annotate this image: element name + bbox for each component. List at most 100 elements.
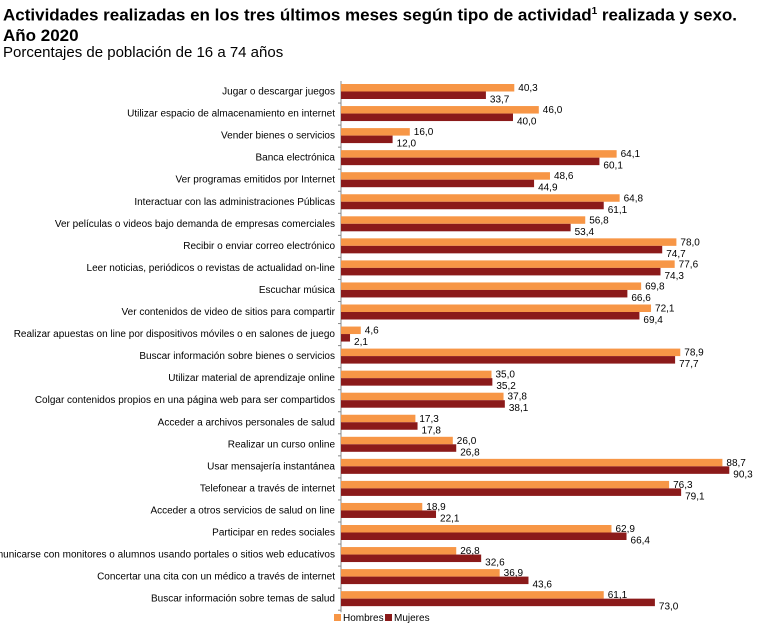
category-label: Utilizar espacio de almacenamiento en in… — [127, 109, 335, 120]
category-label: Escuchar música — [259, 285, 336, 296]
legend-swatch-mujeres — [385, 614, 392, 621]
category-label: Acceder a otros servicios de salud on li… — [150, 505, 335, 516]
data-label-hombres: 56,8 — [589, 215, 609, 226]
data-label-mujeres: 69,4 — [643, 315, 663, 326]
bar-hombres — [341, 128, 410, 136]
bar-hombres — [341, 547, 457, 555]
chart-title-rest: realizada y sexo. Año 2020 — [3, 5, 738, 45]
data-label-mujeres: 26,8 — [460, 447, 480, 458]
data-label-mujeres: 77,7 — [679, 359, 699, 370]
bar-mujeres — [341, 576, 529, 585]
data-label-hombres: 17,3 — [419, 414, 439, 425]
bar-hombres — [341, 150, 617, 158]
bar-mujeres — [341, 267, 661, 276]
data-label-mujeres: 66,4 — [631, 536, 651, 547]
category-label: Realizar un curso online — [228, 439, 336, 450]
data-label-hombres: 36,9 — [504, 568, 524, 579]
category-label: Acceder a archivos personales de salud — [158, 417, 335, 428]
category-label: Colgar contenidos propios en una página … — [35, 395, 335, 406]
chart-title-main: Actividades realizadas en los tres últim… — [3, 5, 592, 25]
data-label-hombres: 77,6 — [679, 259, 699, 270]
data-label-hombres: 48,6 — [554, 171, 574, 182]
bar-mujeres — [341, 356, 676, 364]
bar-mujeres — [341, 466, 730, 474]
legend-swatch-hombres — [334, 614, 341, 621]
data-label-mujeres: 17,8 — [422, 425, 442, 436]
bar-hombres — [341, 569, 500, 577]
data-label-mujeres: 79,1 — [685, 491, 705, 502]
bar-mujeres — [341, 554, 482, 563]
bar-hombres — [341, 172, 550, 180]
bar-mujeres — [341, 488, 682, 496]
bar-hombres — [341, 458, 723, 467]
bar-mujeres — [341, 378, 493, 386]
data-label-hombres: 61,1 — [608, 590, 628, 601]
bar-hombres — [341, 260, 675, 268]
bar-mujeres — [341, 179, 535, 188]
legend-label-hombres: Hombres — [343, 613, 384, 624]
bar-mujeres — [341, 532, 627, 540]
data-label-hombres: 4,6 — [365, 326, 379, 337]
category-label: Ver películas o videos bajo demanda de e… — [55, 219, 335, 230]
category-label: Banca electrónica — [256, 153, 336, 164]
data-label-mujeres: 12,0 — [397, 139, 417, 150]
bar-mujeres — [341, 510, 437, 518]
bar-mujeres — [341, 201, 604, 210]
bar-hombres — [341, 194, 620, 202]
bar-mujeres — [341, 422, 418, 430]
category-label: Vender bienes o servicios — [221, 131, 335, 142]
bar-hombres — [341, 216, 586, 224]
bar-hombres — [341, 392, 504, 401]
category-label: Comunicarse con monitores o alumnos usan… — [0, 550, 335, 561]
bar-mujeres — [341, 444, 457, 452]
data-label-mujeres: 61,1 — [608, 205, 628, 216]
bar-hombres — [341, 414, 416, 423]
data-label-mujeres: 66,6 — [631, 293, 651, 304]
data-label-hombres: 76,3 — [673, 480, 693, 491]
data-label-mujeres: 44,9 — [538, 183, 558, 194]
data-label-hombres: 18,9 — [426, 502, 446, 513]
data-label-hombres: 40,3 — [518, 83, 538, 94]
bar-mujeres — [341, 598, 655, 607]
data-label-hombres: 69,8 — [645, 281, 665, 292]
category-label: Telefonear a través de internet — [200, 483, 335, 494]
category-label: Leer noticias, periódicos o revistas de … — [87, 263, 336, 274]
bar-hombres — [341, 436, 453, 445]
bar-hombres — [341, 84, 515, 92]
category-label: Usar mensajería instantánea — [207, 461, 335, 472]
data-label-hombres: 72,1 — [655, 304, 675, 315]
chart-subtitle: Porcentajes de población de 16 a 74 años — [3, 44, 284, 61]
bar-mujeres — [341, 157, 600, 166]
data-label-hombres: 35,0 — [496, 370, 516, 381]
data-label-mujeres: 53,4 — [575, 227, 595, 238]
data-label-mujeres: 43,6 — [532, 580, 552, 591]
data-label-mujeres: 60,1 — [603, 161, 623, 172]
bar-hombres — [341, 525, 612, 533]
data-label-hombres: 64,1 — [621, 149, 641, 160]
data-label-mujeres: 33,7 — [490, 95, 510, 106]
category-label: Ver contenidos de video de sitios para c… — [122, 307, 336, 318]
category-label: Buscar información sobre temas de salud — [151, 594, 335, 605]
category-label: Utilizar material de aprendizaje online — [168, 373, 335, 384]
bar-hombres — [341, 591, 604, 599]
data-label-hombres: 46,0 — [543, 105, 563, 116]
bar-mujeres — [341, 91, 486, 99]
category-label: Ver programas emitidos por Internet — [175, 175, 335, 186]
data-label-mujeres: 74,7 — [666, 249, 686, 260]
legend-label-mujeres: Mujeres — [394, 613, 430, 624]
data-label-hombres: 78,9 — [684, 348, 704, 359]
data-label-hombres: 16,0 — [414, 127, 434, 138]
bar-hombres — [341, 480, 670, 489]
bar-hombres — [341, 304, 652, 312]
bar-mujeres — [341, 113, 513, 122]
data-label-mujeres: 2,1 — [354, 337, 368, 348]
bar-hombres — [341, 502, 423, 511]
bar-hombres — [341, 326, 361, 335]
bar-mujeres — [341, 223, 571, 232]
data-label-hombres: 78,0 — [680, 237, 700, 248]
bar-hombres — [341, 282, 642, 290]
bar-mujeres — [341, 312, 640, 320]
bar-mujeres — [341, 400, 505, 408]
data-label-mujeres: 73,0 — [659, 602, 679, 613]
